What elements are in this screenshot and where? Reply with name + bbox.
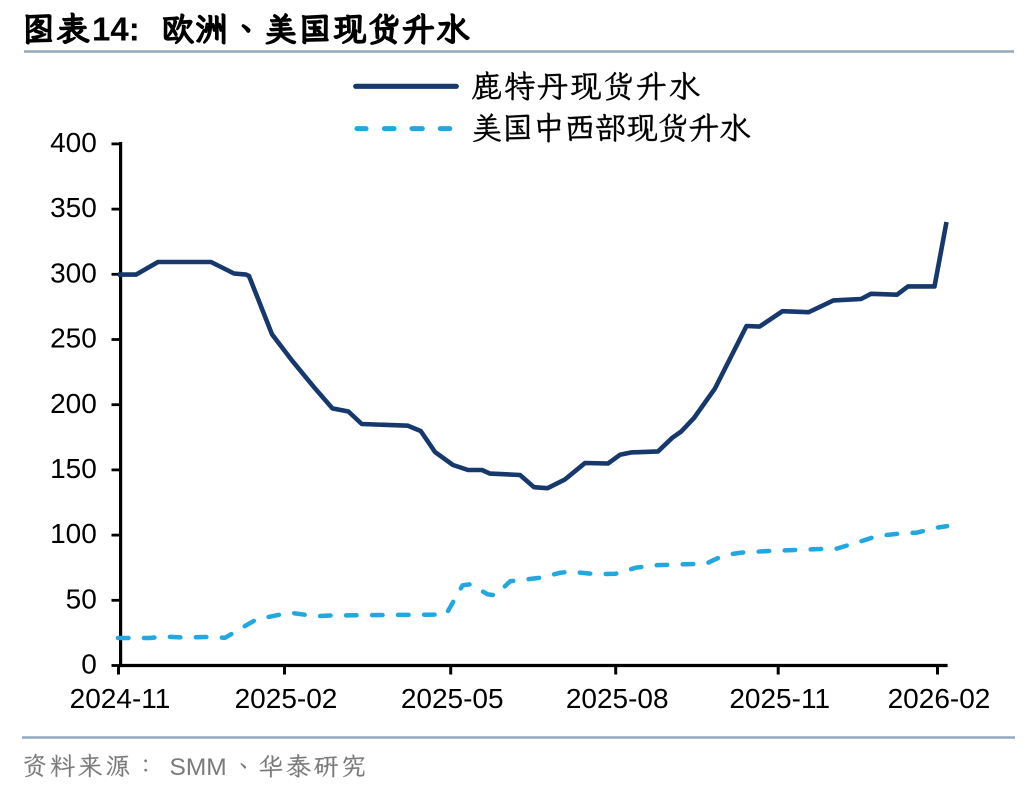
svg-text:250: 250 [50, 323, 97, 354]
svg-text:14:: 14: [92, 10, 140, 47]
svg-text:50: 50 [66, 583, 97, 614]
svg-text:2026-02: 2026-02 [888, 683, 991, 714]
svg-text:2024-11: 2024-11 [70, 683, 171, 714]
svg-text:0: 0 [81, 649, 97, 680]
svg-text:100: 100 [50, 518, 97, 549]
svg-text:2025-02: 2025-02 [235, 683, 338, 714]
svg-text:SMM: SMM [170, 754, 227, 781]
svg-text:200: 200 [50, 388, 97, 419]
svg-text:150: 150 [50, 453, 97, 484]
svg-text:2025-11: 2025-11 [729, 683, 830, 714]
svg-text:2025-08: 2025-08 [566, 683, 669, 714]
svg-text:350: 350 [50, 192, 97, 223]
svg-text:300: 300 [50, 257, 97, 288]
svg-text:2025-05: 2025-05 [401, 683, 504, 714]
svg-text:400: 400 [50, 127, 97, 158]
